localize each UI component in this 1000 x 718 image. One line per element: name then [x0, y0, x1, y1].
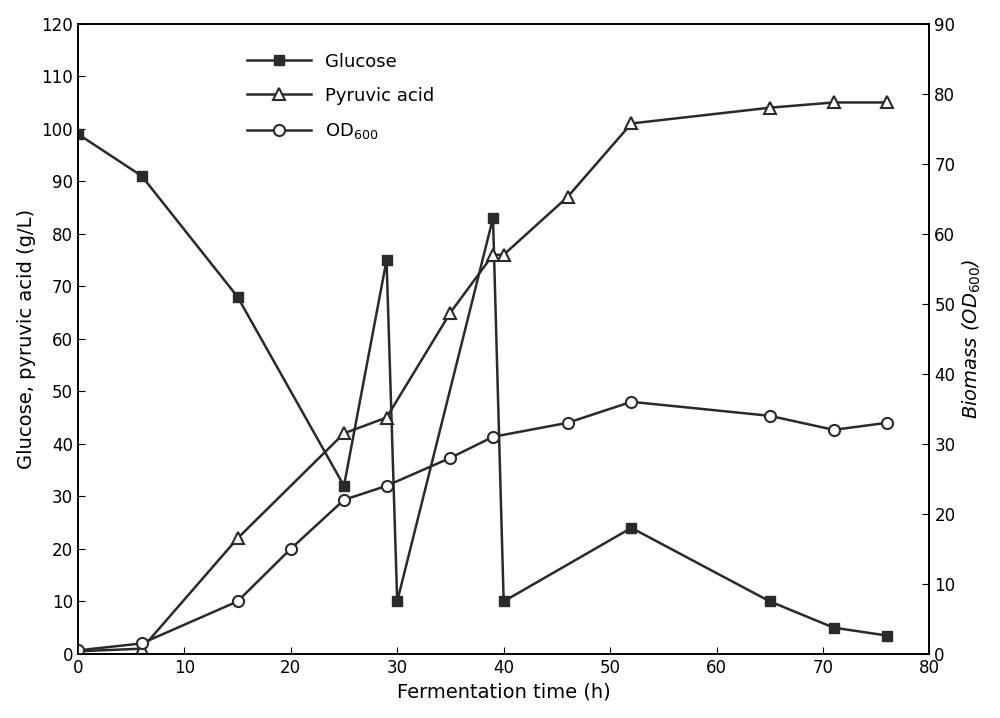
Pyruvic acid [498, 251, 510, 259]
Pyruvic acid [828, 98, 840, 107]
OD$_{600}$ [487, 432, 499, 441]
Pyruvic acid [444, 308, 456, 317]
Pyruvic acid [338, 429, 350, 438]
OD$_{600}$ [136, 639, 148, 648]
Glucose [764, 597, 776, 606]
OD$_{600}$ [232, 597, 244, 606]
Pyruvic acid [72, 647, 84, 656]
Pyruvic acid [232, 534, 244, 543]
OD$_{600}$ [381, 482, 393, 490]
Pyruvic acid [625, 119, 637, 128]
Legend: Glucose, Pyruvic acid, OD$_{600}$: Glucose, Pyruvic acid, OD$_{600}$ [240, 45, 441, 148]
Glucose [136, 172, 148, 180]
Glucose [232, 292, 244, 301]
Pyruvic acid [487, 251, 499, 259]
OD$_{600}$ [285, 544, 297, 553]
OD$_{600}$ [562, 419, 574, 427]
Glucose [391, 597, 403, 606]
Glucose [338, 482, 350, 490]
X-axis label: Fermentation time (h): Fermentation time (h) [397, 682, 611, 701]
OD$_{600}$ [72, 646, 84, 655]
OD$_{600}$ [444, 454, 456, 462]
Glucose [828, 623, 840, 632]
OD$_{600}$ [338, 495, 350, 504]
Pyruvic acid [381, 414, 393, 422]
Y-axis label: Glucose, pyruvic acid (g/L): Glucose, pyruvic acid (g/L) [17, 209, 36, 469]
Line: Glucose: Glucose [73, 129, 892, 640]
Glucose [881, 631, 893, 640]
OD$_{600}$ [828, 426, 840, 434]
Glucose [498, 597, 510, 606]
OD$_{600}$ [625, 398, 637, 406]
Pyruvic acid [562, 192, 574, 201]
Pyruvic acid [764, 103, 776, 112]
Glucose [487, 214, 499, 223]
OD$_{600}$ [764, 411, 776, 420]
Pyruvic acid [881, 98, 893, 107]
Pyruvic acid [136, 644, 148, 653]
OD$_{600}$ [881, 419, 893, 427]
Glucose [381, 256, 393, 264]
Glucose [72, 130, 84, 139]
Y-axis label: Biomass ($\mathit{OD}_{600}$): Biomass ($\mathit{OD}_{600}$) [961, 258, 983, 419]
Line: OD$_{600}$: OD$_{600}$ [72, 396, 892, 656]
Glucose [625, 523, 637, 532]
Line: Pyruvic acid: Pyruvic acid [72, 96, 893, 658]
